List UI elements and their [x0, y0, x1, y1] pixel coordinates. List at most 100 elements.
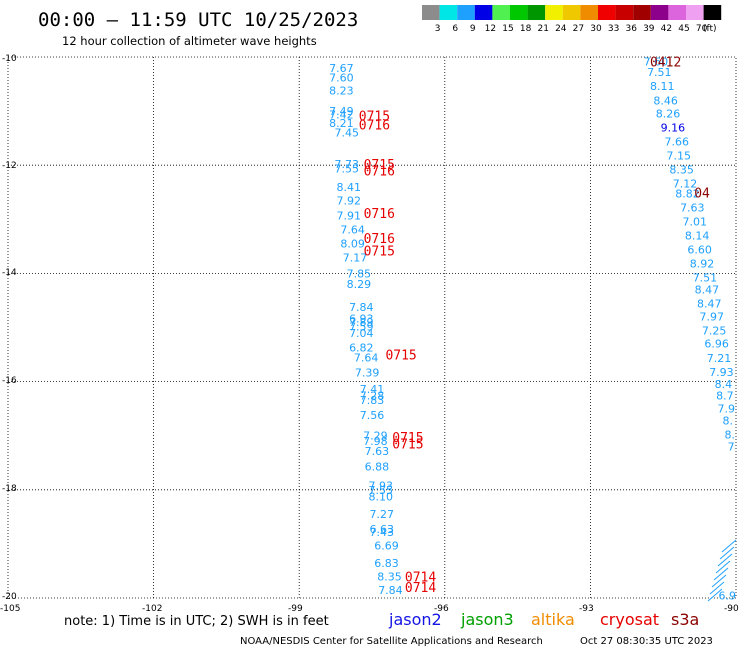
satellite-legend: jason2 jason3 altika cryosat s3a — [388, 610, 699, 629]
satellite-altika: altika — [531, 610, 575, 629]
lat-label: -20 — [2, 592, 17, 602]
wave-height-label: 7.01 — [682, 215, 707, 228]
legend-label: 27 — [573, 24, 584, 34]
legend-label: 30 — [590, 24, 602, 34]
wave-height-label: 7.66 — [665, 135, 690, 148]
legend-swatch — [527, 5, 546, 20]
wave-height-label: 7.63 — [365, 445, 390, 458]
lon-label: -102 — [142, 604, 162, 614]
legend-swatch — [650, 5, 669, 20]
legend-label: 33 — [608, 24, 619, 34]
wave-height-label: 7.64 — [340, 224, 365, 237]
wave-height-label: 7.51 — [693, 272, 718, 285]
wave-height-label: 7.93 — [368, 479, 393, 492]
fragment-tick — [713, 567, 729, 581]
lat-label: -10 — [2, 54, 17, 64]
legend-swatch — [598, 5, 616, 20]
wave-height-label: 6.83 — [374, 557, 399, 570]
footer-credit: NOAA/NESDIS Center for Satellite Applica… — [240, 636, 543, 647]
legend-label: 42 — [661, 24, 672, 34]
wave-height-label: 7.21 — [707, 352, 732, 365]
legend-swatch — [633, 5, 651, 20]
wave-height-label: 8.4 — [715, 378, 733, 391]
page-title: 00:00 – 11:59 UTC 10/25/2023 — [38, 9, 358, 31]
wave-height-label: 7.51 — [647, 66, 672, 79]
time-label: 0412 — [650, 55, 681, 70]
wave-height-label: 7.63 — [680, 201, 705, 214]
wave-height-label: 7.15 — [666, 149, 691, 162]
legend-label: 21 — [537, 24, 548, 34]
page-subtitle: 12 hour collection of altimeter wave hei… — [62, 34, 317, 48]
wave-height-label: 8.92 — [690, 258, 715, 271]
wave-height-label: 8.21 — [329, 117, 354, 130]
lat-label: -14 — [2, 268, 17, 278]
fragment-tick — [721, 539, 737, 553]
lat-label: -16 — [2, 376, 17, 386]
time-label: 0715 — [392, 437, 423, 452]
wave-height-label: 7.28 — [360, 390, 385, 403]
legend-swatch — [474, 5, 493, 20]
wave-height-label: 7.55 — [368, 484, 393, 497]
time-label: 0715 — [392, 431, 423, 446]
wave-height-label: 6.88 — [365, 461, 390, 474]
wave-height-label: 7.25 — [702, 325, 727, 338]
wave-height-label: 7.29 — [363, 430, 388, 443]
wave-height-label: 7.04 — [349, 327, 374, 340]
map-grid — [7, 56, 737, 599]
wave-height-label: 7.59 — [349, 320, 374, 333]
lat-label: -12 — [2, 161, 17, 171]
wave-height-label: 7.89 — [349, 316, 374, 329]
time-label: 0716 — [364, 165, 395, 180]
wave-height-label: 8.09 — [340, 238, 365, 251]
wave-height-label: 8.47 — [695, 284, 720, 297]
wave-height-label: 7.97 — [699, 311, 724, 324]
wave-height-label: 8.26 — [656, 107, 681, 120]
time-label: 0715 — [359, 109, 390, 124]
wave-height-label: 7.84 — [349, 301, 374, 314]
time-label: 0716 — [364, 232, 395, 247]
footer-note: note: 1) Time is in UTC; 2) SWH is in fe… — [64, 614, 329, 629]
wave-height-label: 7.67 — [329, 62, 354, 75]
satellite-s3a: s3a — [671, 610, 699, 629]
legend-label: 15 — [502, 24, 513, 34]
legend-swatch — [580, 5, 598, 20]
legend-label: 24 — [555, 24, 567, 34]
wave-height-label: 7.45 — [335, 127, 360, 140]
wave-height-label: 6.82 — [349, 342, 374, 355]
legend-label: 70 — [696, 24, 708, 34]
wave-height-label: 7.12 — [673, 178, 698, 191]
wave-height-label: 7.92 — [336, 194, 361, 207]
wave-height-label: 7.98 — [363, 435, 388, 448]
legend-swatch — [703, 5, 722, 20]
fragment-tick — [715, 560, 731, 574]
legend-label: 45 — [678, 24, 689, 34]
wave-height-label: 7.9 — [718, 403, 736, 416]
wave-height-label: 7.60 — [644, 55, 669, 68]
time-label: 0716 — [359, 119, 390, 134]
latitude-labels: -10 -12 -14 -16 -18 -20 — [2, 54, 17, 602]
wave-height-label: 7.17 — [343, 252, 368, 265]
wave-height-label: 8. — [722, 415, 733, 428]
wave-height-label: 8.47 — [697, 298, 722, 311]
legend-label: 18 — [520, 24, 532, 34]
wave-height-label: 6.63 — [369, 523, 394, 536]
legend-swatch — [545, 5, 563, 20]
time-label: 0714 — [405, 570, 436, 585]
time-label: 0715 — [385, 349, 416, 364]
legend-swatch — [492, 5, 510, 20]
wave-height-label: 7.64 — [354, 351, 379, 364]
time-label: 04 — [694, 186, 710, 201]
wave-height-label: 8. — [724, 429, 735, 442]
wave-height-label: 8.10 — [368, 490, 393, 503]
lon-label: -99 — [288, 604, 303, 614]
legend-label: 6 — [452, 24, 458, 34]
wave-height-label: 7.42 — [329, 108, 354, 121]
wave-height-label: 7.91 — [336, 210, 361, 223]
wave-height-label: 7.27 — [369, 508, 394, 521]
wave-height-label: 6.96 — [704, 338, 729, 351]
legend-label: 12 — [485, 24, 496, 34]
time-label: 0715 — [364, 158, 395, 173]
legend-swatch — [457, 5, 475, 20]
legend-label: 9 — [470, 24, 476, 34]
fragment-tick — [719, 546, 735, 560]
